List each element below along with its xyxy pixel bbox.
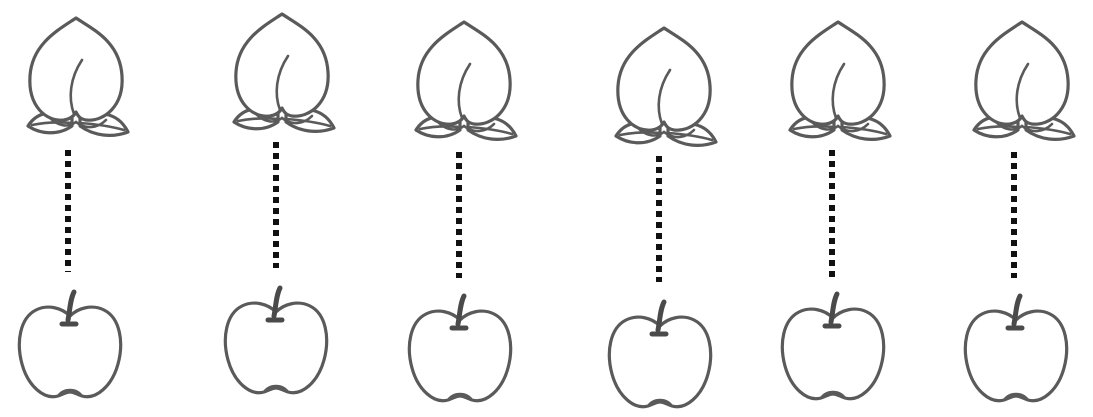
peach-icon — [614, 26, 718, 147]
apple-icon — [782, 294, 883, 399]
pair-1 — [19, 16, 130, 397]
pair-2 — [225, 12, 336, 393]
peach-icon — [972, 20, 1076, 141]
peach-icon — [788, 20, 892, 141]
peach-icon — [26, 16, 130, 137]
apple-icon — [225, 288, 326, 393]
pair-5 — [782, 20, 892, 399]
peach-icon — [232, 12, 336, 133]
pair-4 — [609, 26, 718, 407]
apple-icon — [409, 296, 510, 401]
apple-icon — [965, 296, 1066, 401]
pair-6 — [965, 20, 1076, 401]
apple-icon — [19, 292, 120, 397]
pair-3 — [409, 20, 518, 401]
peach-icon — [414, 20, 518, 141]
apple-icon — [609, 302, 710, 407]
